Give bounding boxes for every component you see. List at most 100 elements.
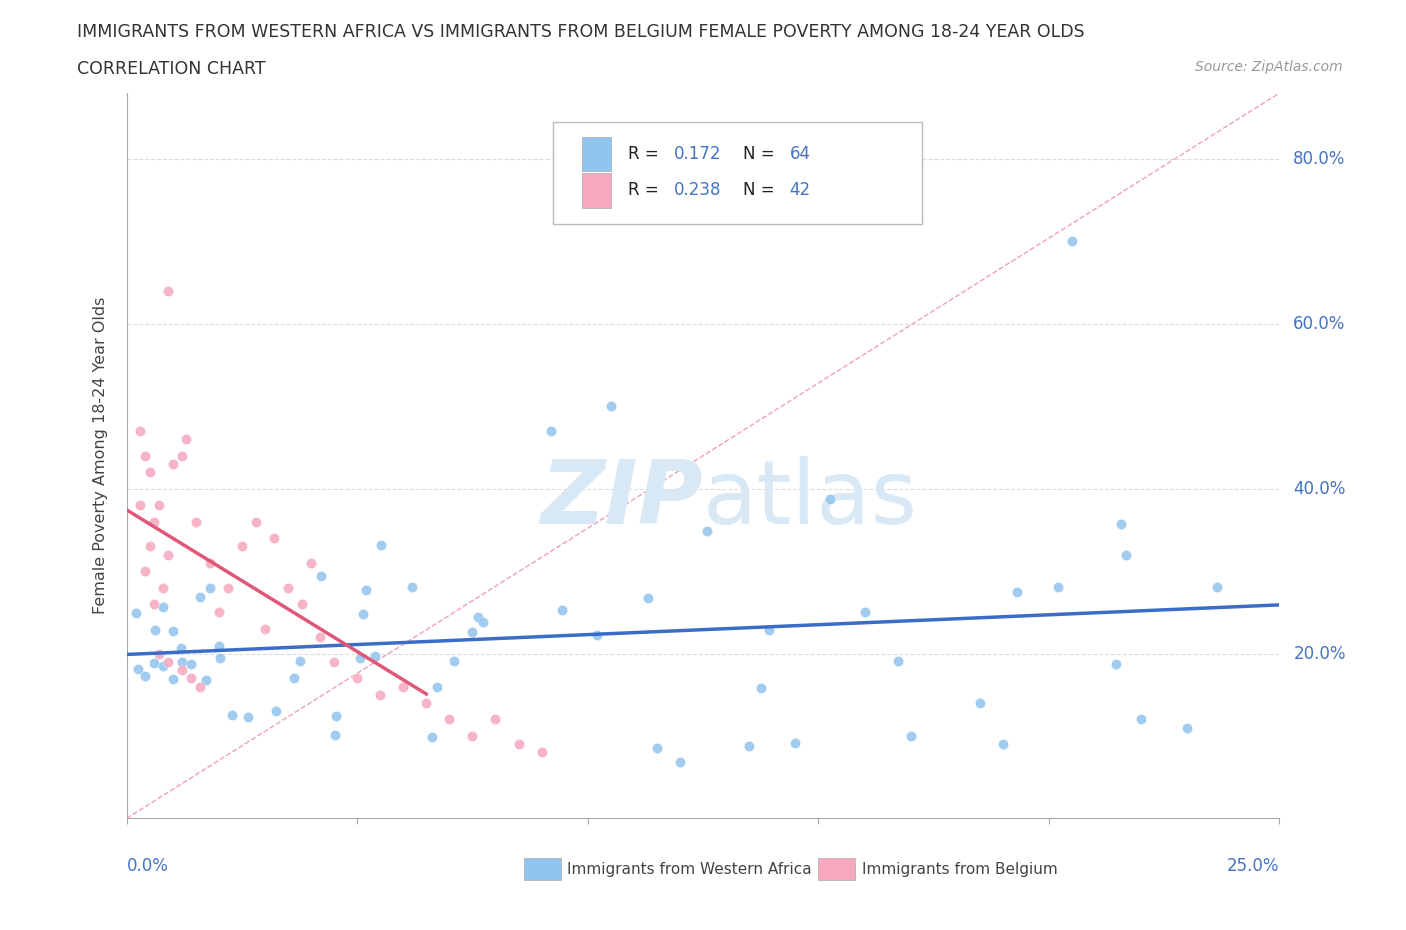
Point	[176, 432, 198, 446]
Point	[461, 624, 484, 639]
Point	[349, 650, 371, 665]
Point	[188, 679, 211, 694]
Text: 0.0%: 0.0%	[127, 857, 169, 875]
Text: 0.172: 0.172	[675, 145, 721, 163]
Point	[162, 457, 184, 472]
Point	[170, 448, 193, 463]
Point	[1007, 585, 1029, 600]
Point	[157, 284, 180, 299]
Point	[143, 514, 166, 529]
Point	[1130, 712, 1153, 727]
Point	[209, 650, 232, 665]
Point	[208, 604, 231, 619]
FancyBboxPatch shape	[818, 858, 855, 880]
Point	[1046, 579, 1069, 594]
Point	[1109, 516, 1132, 531]
Point	[325, 709, 347, 724]
FancyBboxPatch shape	[582, 173, 610, 207]
Text: 25.0%: 25.0%	[1227, 857, 1279, 875]
Point	[277, 580, 299, 595]
Point	[143, 623, 166, 638]
Point	[392, 679, 415, 694]
Text: R =: R =	[628, 181, 664, 199]
Point	[352, 607, 374, 622]
Text: Immigrants from Belgium: Immigrants from Belgium	[862, 862, 1057, 877]
Text: N =: N =	[744, 145, 780, 163]
Point	[1115, 547, 1137, 562]
FancyBboxPatch shape	[524, 858, 561, 880]
Point	[311, 568, 333, 583]
Point	[309, 630, 332, 644]
Text: 42: 42	[790, 181, 811, 199]
Point	[426, 680, 449, 695]
Point	[198, 555, 221, 570]
Point	[283, 671, 305, 685]
Point	[134, 448, 156, 463]
Point	[148, 646, 170, 661]
Point	[143, 597, 166, 612]
Point	[969, 696, 991, 711]
Point	[291, 597, 314, 612]
Point	[198, 581, 221, 596]
Point	[134, 668, 156, 683]
Point	[363, 648, 385, 663]
Point	[586, 628, 609, 643]
Point	[637, 591, 659, 605]
Text: Source: ZipAtlas.com: Source: ZipAtlas.com	[1195, 60, 1343, 74]
Point	[138, 538, 160, 553]
Point	[1175, 720, 1198, 735]
FancyBboxPatch shape	[582, 137, 610, 171]
Point	[484, 712, 506, 727]
Point	[180, 657, 202, 671]
Point	[180, 671, 202, 685]
Point	[323, 655, 346, 670]
Point	[290, 654, 312, 669]
Text: 80.0%: 80.0%	[1294, 150, 1346, 168]
Point	[401, 579, 423, 594]
Point	[129, 498, 152, 512]
Text: N =: N =	[744, 181, 780, 199]
Point	[162, 671, 184, 686]
Point	[127, 661, 149, 676]
Point	[368, 687, 391, 702]
Text: 20.0%: 20.0%	[1294, 644, 1346, 662]
Point	[170, 662, 193, 677]
Point	[645, 741, 668, 756]
Point	[471, 615, 494, 630]
Point	[1105, 657, 1128, 671]
Text: 0.238: 0.238	[675, 181, 721, 199]
Point	[540, 423, 562, 438]
Point	[184, 514, 207, 529]
Point	[758, 622, 780, 637]
Point	[1060, 234, 1083, 249]
Point	[356, 582, 378, 597]
Text: R =: R =	[628, 145, 664, 163]
Point	[170, 640, 193, 655]
Point	[188, 589, 211, 604]
Point	[508, 737, 530, 751]
Point	[900, 728, 922, 743]
Point	[195, 672, 218, 687]
Point	[236, 710, 259, 724]
Point	[439, 712, 461, 727]
Point	[1206, 579, 1229, 594]
Point	[221, 708, 243, 723]
Point	[299, 555, 322, 570]
Point	[245, 514, 267, 529]
Point	[129, 423, 152, 438]
Point	[170, 655, 193, 670]
Point	[818, 492, 841, 507]
Point	[461, 728, 484, 743]
Point	[443, 654, 465, 669]
Point	[263, 531, 285, 546]
Point	[134, 564, 156, 578]
Point	[162, 623, 184, 638]
Point	[551, 603, 574, 618]
Point	[138, 465, 160, 480]
Text: CORRELATION CHART: CORRELATION CHART	[77, 60, 266, 78]
Point	[669, 755, 692, 770]
Point	[152, 599, 174, 614]
Point	[157, 655, 180, 670]
Text: atlas: atlas	[703, 456, 918, 543]
Point	[208, 639, 231, 654]
